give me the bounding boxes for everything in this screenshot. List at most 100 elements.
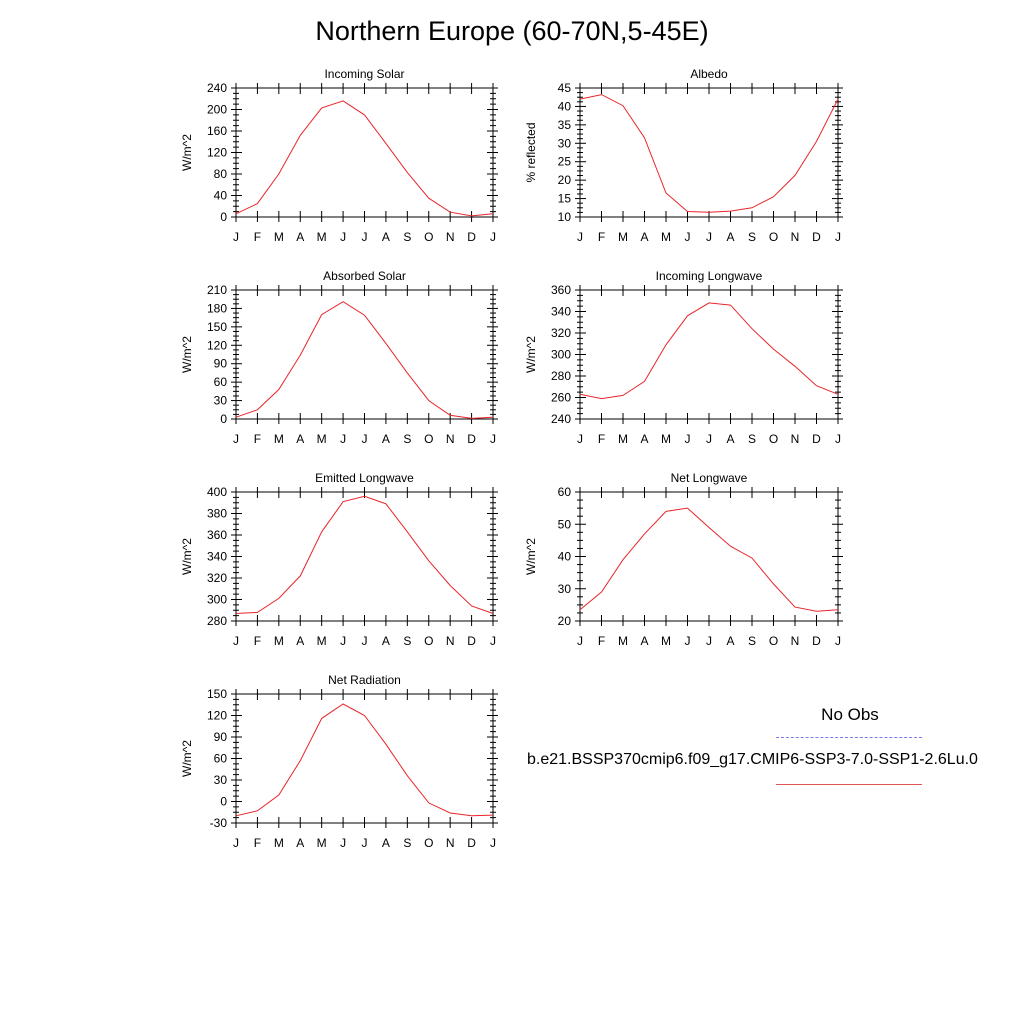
y-tick-label: 15: [558, 192, 572, 206]
x-tick-label: O: [424, 432, 433, 446]
y-tick-label: 20: [558, 614, 572, 628]
x-tick-label: J: [685, 432, 691, 446]
y-tick-label: 380: [207, 507, 227, 521]
y-axis-label: W/m^2: [180, 134, 194, 171]
y-tick-label: 150: [207, 687, 227, 701]
y-axis-label: W/m^2: [180, 538, 194, 575]
y-tick-label: 40: [558, 550, 572, 564]
y-tick-label: 90: [214, 357, 228, 371]
y-tick-label: 120: [207, 146, 227, 160]
plot-frame: [579, 491, 839, 622]
x-tick-label: A: [382, 634, 390, 648]
x-tick-label: J: [577, 432, 583, 446]
x-tick-label: S: [403, 432, 411, 446]
y-tick-label: 40: [558, 99, 572, 113]
y-tick-label: 320: [551, 326, 571, 340]
y-tick-label: 300: [207, 593, 227, 607]
x-tick-label: D: [812, 432, 821, 446]
y-tick-label: 360: [207, 528, 227, 542]
y-tick-label: 120: [207, 338, 227, 352]
y-tick-label: 60: [214, 752, 228, 766]
x-tick-label: J: [490, 836, 496, 850]
x-tick-label: O: [769, 634, 778, 648]
x-tick-label: F: [598, 230, 605, 244]
y-tick-label: 240: [207, 81, 227, 95]
x-tick-label: D: [467, 634, 476, 648]
x-tick-label: A: [726, 230, 734, 244]
x-tick-label: J: [490, 230, 496, 244]
x-tick-label: J: [835, 634, 841, 648]
y-tick-label: 160: [207, 124, 227, 138]
plot-frame: [235, 289, 494, 420]
x-tick-label: J: [340, 432, 346, 446]
x-tick-label: M: [274, 836, 284, 850]
y-tick-label: 60: [558, 485, 572, 499]
x-tick-label: A: [640, 230, 648, 244]
y-tick-label: 0: [220, 795, 227, 809]
series-line: [579, 507, 839, 612]
series-line: [235, 100, 494, 217]
x-tick-label: N: [791, 432, 800, 446]
y-tick-label: 30: [214, 394, 228, 408]
plot-frame: [235, 87, 494, 218]
x-tick-label: J: [233, 432, 239, 446]
x-tick-label: J: [835, 432, 841, 446]
x-tick-label: N: [446, 836, 455, 850]
y-axis-label: % reflected: [524, 122, 538, 182]
x-tick-label: J: [835, 230, 841, 244]
x-tick-label: A: [296, 432, 304, 446]
y-tick-label: 360: [551, 283, 571, 297]
x-tick-label: O: [424, 230, 433, 244]
x-tick-label: N: [791, 634, 800, 648]
x-tick-label: S: [403, 230, 411, 244]
x-tick-label: M: [274, 432, 284, 446]
y-tick-label: 50: [558, 517, 572, 531]
y-axis-label: W/m^2: [180, 336, 194, 373]
page-title: Northern Europe (60-70N,5-45E): [315, 16, 709, 46]
y-tick-label: 30: [214, 773, 228, 787]
y-tick-label: 30: [558, 582, 572, 596]
x-tick-label: M: [317, 634, 327, 648]
x-tick-label: A: [726, 432, 734, 446]
x-tick-label: J: [706, 432, 712, 446]
x-tick-label: J: [340, 634, 346, 648]
x-tick-label: J: [577, 230, 583, 244]
series-line: [235, 301, 494, 419]
x-tick-label: J: [233, 836, 239, 850]
y-tick-label: -30: [210, 816, 228, 830]
x-tick-label: M: [618, 634, 628, 648]
panel-title: Net Radiation: [328, 673, 401, 687]
x-tick-label: A: [382, 230, 390, 244]
x-tick-label: M: [661, 432, 671, 446]
y-tick-label: 400: [207, 485, 227, 499]
x-tick-label: J: [362, 836, 368, 850]
y-tick-label: 340: [207, 550, 227, 564]
x-tick-label: J: [685, 230, 691, 244]
x-tick-label: F: [598, 634, 605, 648]
panel-title: Net Longwave: [671, 471, 748, 485]
x-tick-label: N: [446, 432, 455, 446]
y-tick-label: 20: [558, 173, 572, 187]
plot-frame: [235, 693, 494, 824]
y-tick-label: 25: [558, 155, 572, 169]
y-axis-label: W/m^2: [180, 740, 194, 777]
y-tick-label: 200: [207, 103, 227, 117]
y-tick-label: 0: [220, 210, 227, 224]
x-tick-label: A: [382, 836, 390, 850]
y-tick-label: 60: [214, 375, 228, 389]
x-tick-label: N: [791, 230, 800, 244]
x-tick-label: J: [685, 634, 691, 648]
legend-obs-label: No Obs: [821, 705, 879, 724]
x-tick-label: A: [640, 432, 648, 446]
x-tick-label: O: [769, 230, 778, 244]
legend-case-line: [776, 784, 922, 785]
x-tick-label: F: [254, 634, 261, 648]
panel-title: Albedo: [690, 67, 728, 81]
x-tick-label: D: [467, 432, 476, 446]
